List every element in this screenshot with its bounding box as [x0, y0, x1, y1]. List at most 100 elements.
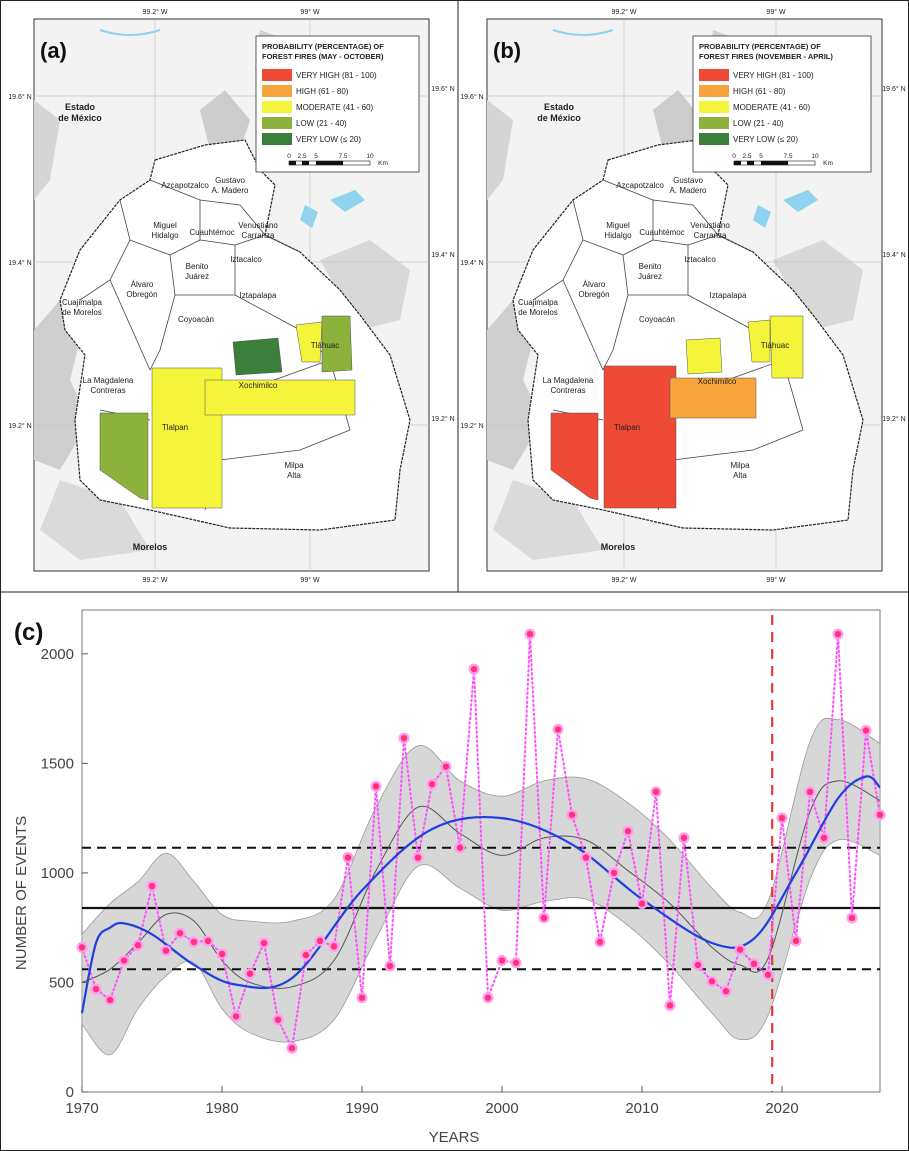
zone-tlahuac-b	[747, 319, 771, 363]
x-tick-label: 1990	[345, 1100, 378, 1117]
data-point	[134, 942, 142, 949]
data-point	[470, 665, 478, 673]
legend-a: PROBABILITY (PERCENTAGE) OF FOREST FIRES…	[255, 35, 420, 173]
legend-swatch	[699, 101, 729, 113]
x-tick-label: 1980	[205, 1100, 238, 1117]
region-magdalena: Contreras	[550, 386, 585, 395]
legend-swatch	[262, 69, 292, 81]
region-magdalena: La Magdalena	[543, 376, 594, 385]
lon-label: 99° W	[300, 576, 320, 584]
lon-label: 99.2° W	[612, 576, 637, 584]
data-point	[400, 734, 408, 742]
legend-item: VERY LOW (≤ 20)	[733, 135, 798, 144]
legend-title: PROBABILITY (PERCENTAGE) OF	[699, 42, 821, 51]
data-point	[652, 788, 660, 796]
lat-label: 19.2° N	[431, 415, 454, 423]
legend-item: LOW (21 - 40)	[296, 119, 347, 128]
lat-label: 19.4° N	[431, 251, 454, 259]
chart-panel-c: (c) 1970 1980 1990 2000 2010 2020 0 500 1000 1500…	[13, 609, 886, 1146]
region-estado: Estado	[65, 102, 96, 112]
scale-tick: 2.5	[742, 153, 751, 160]
lat-label: 19.4° N	[882, 251, 905, 259]
scale-tick: 10	[366, 153, 374, 160]
lon-label: 99° W	[766, 576, 786, 584]
x-tick-label: 2020	[765, 1100, 798, 1117]
zone-xochimilco-a	[204, 379, 356, 416]
region-milpa: Alta	[733, 471, 747, 480]
data-point	[372, 783, 380, 790]
region-morelos: Morelos	[601, 542, 636, 552]
region-cuajimalpa: Cuajimalpa	[62, 298, 103, 307]
scale-tick: 0	[732, 153, 736, 160]
region-magdalena: Contreras	[90, 386, 125, 395]
lat-label: 19.2° N	[460, 422, 483, 430]
data-point	[162, 947, 170, 954]
data-point	[806, 788, 814, 796]
region-magdalena: La Magdalena	[83, 376, 134, 385]
data-point	[78, 944, 86, 951]
legend-item: VERY HIGH (81 - 100)	[296, 71, 377, 80]
scale-tick: 7.5	[783, 153, 792, 160]
region-tlahuac: Tláhuac	[311, 341, 339, 350]
lat-label: 19.4° N	[8, 259, 31, 267]
data-point	[526, 630, 534, 638]
legend-item: MODERATE (41 - 60)	[733, 103, 811, 112]
region-alvaro: Obregón	[578, 290, 609, 299]
data-point	[176, 929, 184, 937]
region-xochimilco: Xochimilco	[698, 377, 737, 386]
legend-swatch	[699, 133, 729, 145]
scale-tick: 2.5	[297, 153, 306, 160]
scale-tick: 5	[759, 153, 763, 160]
map-panel-a: Estado de México Azcapotzalco Gustavo A.…	[8, 8, 454, 584]
data-point	[848, 914, 856, 922]
data-point	[190, 938, 198, 946]
legend-title: FOREST FIRES (MAY - OCTOBER)	[262, 52, 384, 61]
lon-label: 99° W	[766, 8, 786, 16]
scale-tick: 7.5	[338, 153, 347, 160]
data-point	[834, 630, 842, 638]
data-point	[106, 996, 114, 1004]
legend-title: FOREST FIRES (NOVEMBER - APRIL)	[699, 52, 833, 61]
data-point	[736, 946, 744, 953]
y-tick-label: 1500	[41, 755, 74, 772]
data-point	[666, 1002, 674, 1009]
data-point	[764, 971, 772, 978]
zone-xochimilco-north-b	[685, 337, 723, 375]
legend-swatch	[262, 117, 292, 129]
data-point	[708, 978, 716, 985]
region-benito: Juárez	[185, 272, 209, 281]
data-point	[820, 834, 828, 842]
region-gustavo: A. Madero	[670, 186, 707, 195]
region-alvaro: Obregón	[126, 290, 157, 299]
data-point	[204, 937, 212, 945]
region-benito: Benito	[186, 262, 209, 271]
x-tick-label: 2010	[625, 1100, 658, 1117]
region-gustavo: Gustavo	[673, 176, 703, 185]
time-series-plot: 1970 1980 1990 2000 2010 2020 0 500 1000 1500 2000	[41, 609, 886, 1117]
region-cuauhtemoc: Cuauhtémoc	[189, 228, 234, 237]
data-point	[694, 961, 702, 969]
zone-tlahuac-east-b	[769, 315, 804, 379]
lon-label: 99.2° W	[612, 8, 637, 16]
fit-line-grey	[81, 780, 881, 989]
x-tick-label: 2000	[485, 1100, 518, 1117]
scale-unit: Km	[378, 160, 388, 167]
data-point	[484, 994, 492, 1001]
data-point	[274, 1016, 282, 1023]
data-point	[120, 957, 128, 964]
region-gustavo: A. Madero	[212, 186, 249, 195]
data-point	[512, 959, 520, 966]
data-point	[92, 985, 100, 993]
data-point	[344, 854, 352, 861]
data-point	[876, 811, 884, 819]
region-gustavo: Gustavo	[215, 176, 245, 185]
legend-swatch	[699, 117, 729, 129]
data-point	[680, 834, 688, 842]
data-point	[568, 811, 576, 819]
scale-tick: 10	[811, 153, 819, 160]
legend-swatch	[262, 101, 292, 113]
zone-xochimilco-north-a	[232, 337, 283, 376]
zone-tlahuac-east-a	[321, 315, 353, 373]
region-cuajimalpa: de Morelos	[518, 308, 558, 317]
region-estado: Estado	[544, 102, 575, 112]
